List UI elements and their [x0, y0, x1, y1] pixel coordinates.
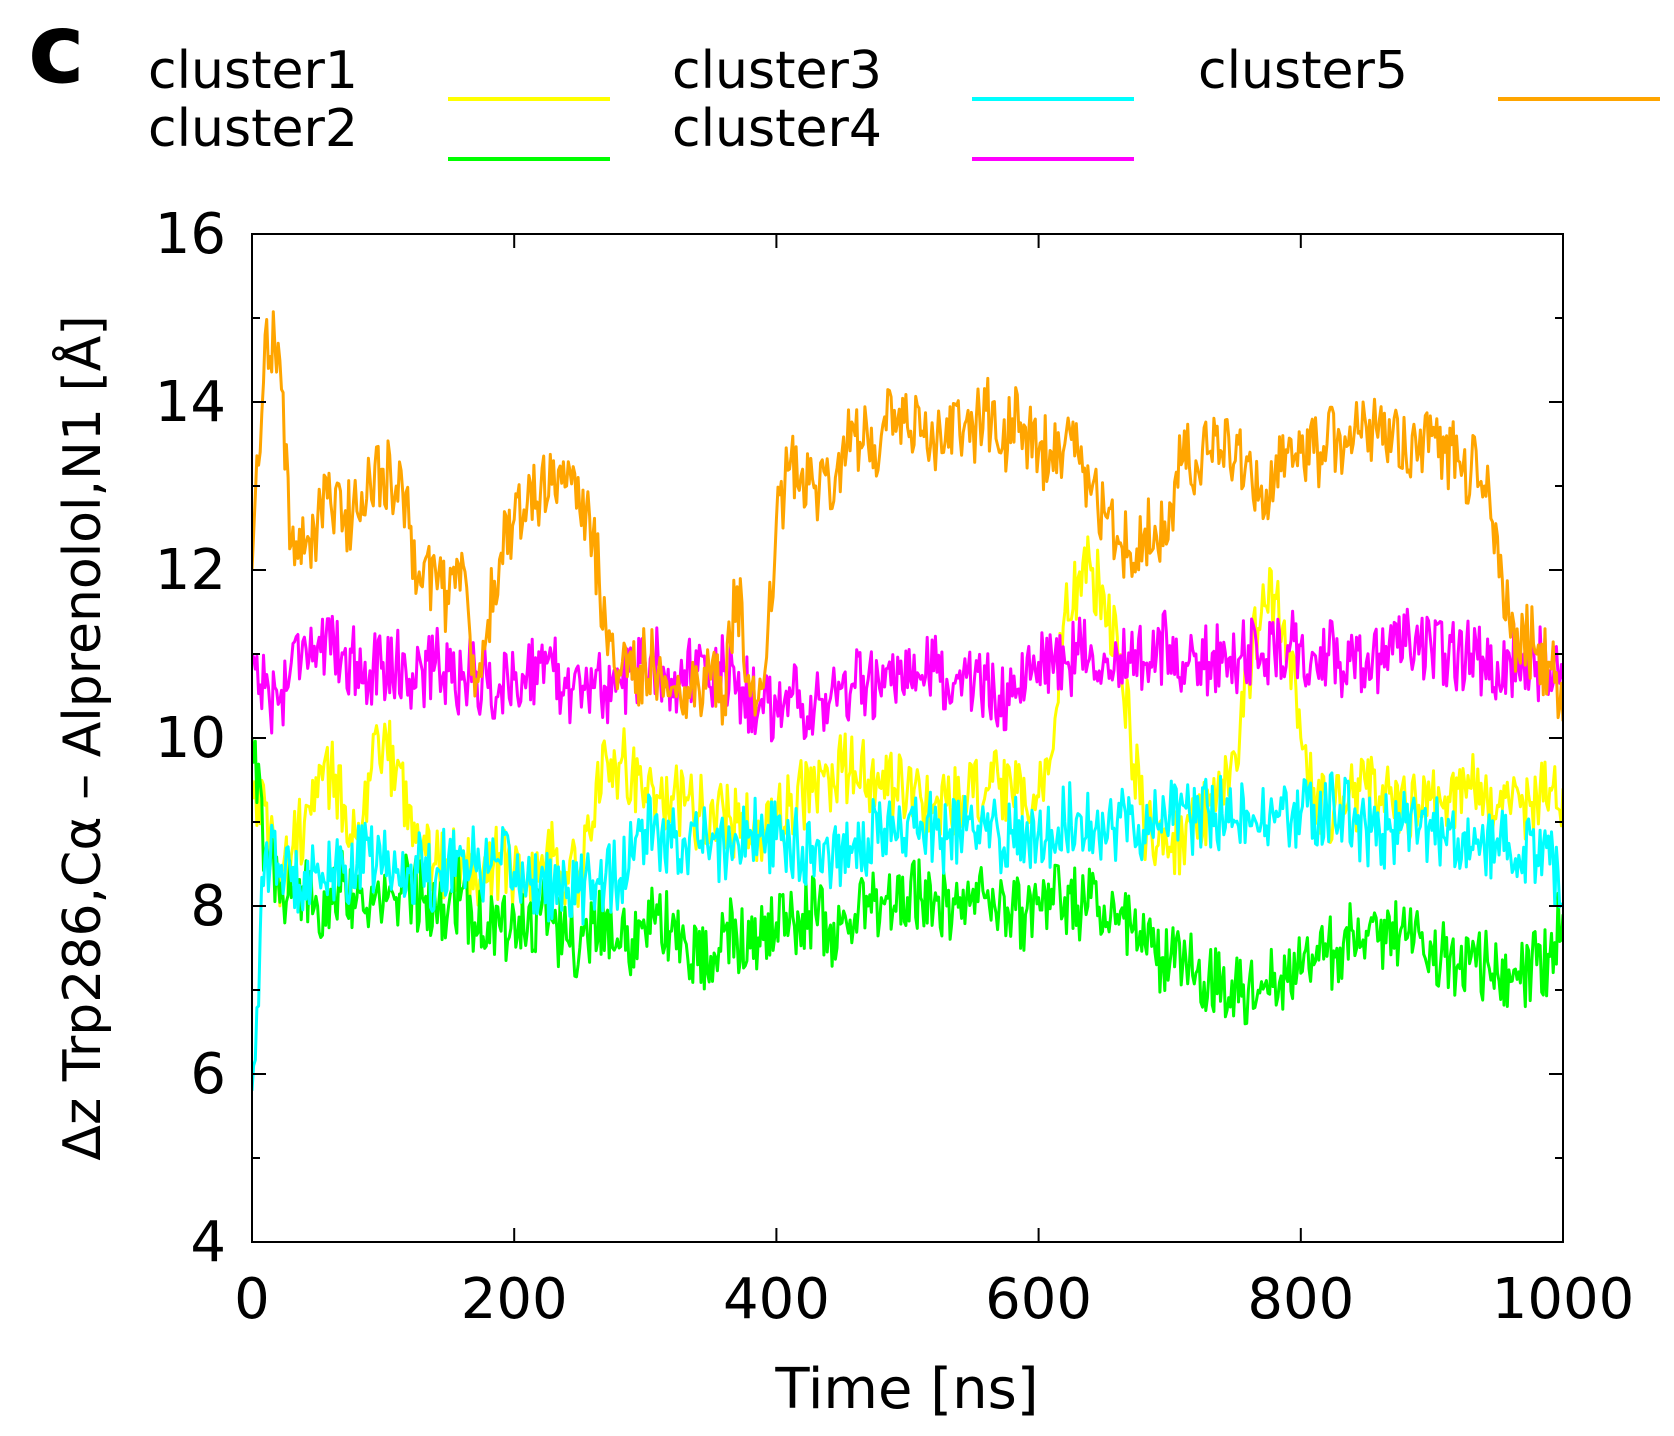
legend: cluster1 cluster2 cluster3 cluster4 clus… [148, 41, 1660, 161]
y-tick-label-4: 4 [190, 1210, 226, 1275]
series-line-cluster4 [252, 607, 1563, 743]
legend-label-cluster4: cluster4 [672, 99, 882, 159]
x-tick-label-0: 0 [234, 1267, 270, 1332]
y-tick-label-8: 8 [190, 874, 226, 939]
x-axis-label: Time [ns] [774, 1357, 1038, 1422]
x-tick-label-200: 200 [461, 1267, 568, 1332]
axis-ticks: 0 200 400 600 800 1000 4 6 8 10 12 14 16 [155, 202, 1635, 1332]
legend-label-cluster3: cluster3 [672, 41, 882, 101]
series-line-cluster3 [252, 771, 1563, 1091]
series-group [252, 310, 1563, 1091]
legend-label-cluster2: cluster2 [148, 99, 358, 159]
panel-label: c [28, 0, 85, 105]
x-tick-label-800: 800 [1247, 1267, 1354, 1332]
y-tick-label-6: 6 [190, 1042, 226, 1107]
x-tick-label-1000: 1000 [1492, 1267, 1635, 1332]
legend-label-cluster5: cluster5 [1198, 41, 1408, 101]
y-tick-label-12: 12 [155, 538, 226, 603]
series-line-cluster2 [252, 737, 1563, 1026]
y-tick-label-10: 10 [155, 706, 226, 771]
y-tick-label-14: 14 [155, 370, 226, 435]
y-tick-label-16: 16 [155, 202, 226, 267]
series-line-cluster5 [252, 310, 1563, 726]
x-tick-label-600: 600 [985, 1267, 1092, 1332]
plot-frame [251, 233, 1564, 1243]
legend-label-cluster1: cluster1 [148, 41, 358, 101]
x-tick-label-400: 400 [723, 1267, 830, 1332]
y-axis-label: Δz Trp286,Cα – Alprenolol,N1 [Å] [51, 315, 113, 1160]
